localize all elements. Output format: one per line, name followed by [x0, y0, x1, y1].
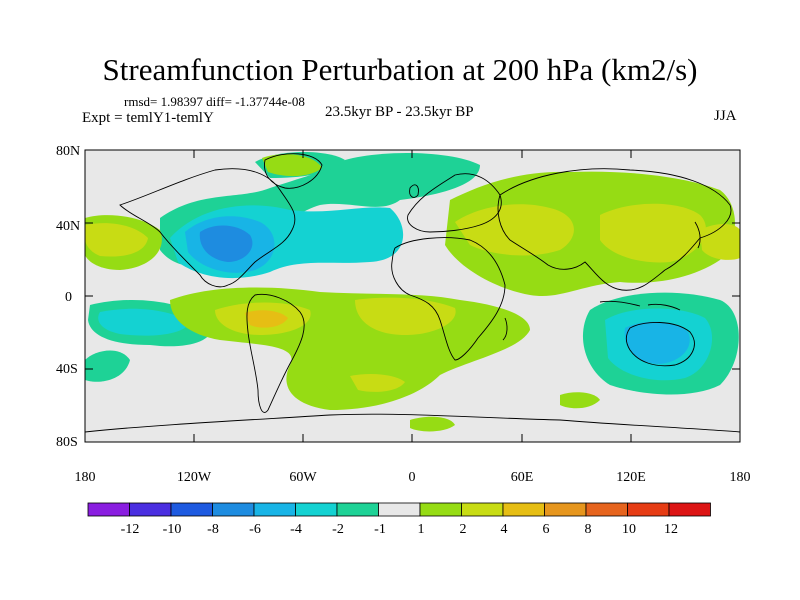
coastline-antarctica [85, 413, 740, 433]
contour-eurasia-positive [445, 171, 735, 297]
coastline-africa [391, 237, 506, 361]
colorbar-label-4: 4 [501, 522, 508, 537]
contour-south-atlantic-negative [85, 350, 130, 382]
contour-mediterranean-positive [455, 204, 574, 256]
colorbar-label-10: 10 [622, 522, 636, 537]
colorbar-box [212, 502, 255, 517]
lon-label-60w: 60W [289, 470, 317, 485]
coastline-europe [407, 173, 502, 233]
coastline-australia [625, 321, 695, 367]
colorbar-box [668, 502, 711, 517]
colorbar-label-n4: -4 [290, 522, 302, 537]
contour-arctic-positive [262, 154, 322, 177]
colorbar-label-n12: -12 [121, 522, 140, 537]
colorbar-label-n10: -10 [163, 522, 182, 537]
colorbar-box [253, 502, 296, 517]
colorbar-label-1: 1 [418, 522, 425, 537]
colorbar-box [544, 502, 587, 517]
coastline-asia [497, 168, 732, 291]
colorbar-box [129, 502, 172, 517]
contour-south-pacific-core [98, 308, 190, 336]
contour-east-pacific-positive [700, 224, 740, 260]
coastline-south-america [246, 293, 305, 413]
lat-label-0: 0 [65, 290, 72, 305]
colorbar-label-6: 6 [543, 522, 550, 537]
colorbar-box [627, 502, 670, 517]
coastline-uk [409, 184, 419, 198]
colorbar-label-2: 2 [460, 522, 467, 537]
colorbar-label-n2: -2 [332, 522, 344, 537]
coastline-madagascar [502, 317, 508, 341]
lon-label-0: 0 [409, 470, 416, 485]
coastline-japan [694, 221, 701, 249]
coastline-north-america [119, 168, 296, 288]
coastline-greenland [264, 153, 323, 189]
colorbar-box [295, 502, 338, 517]
colorbar-boxes [87, 502, 711, 517]
lon-label-180e: 180 [730, 470, 751, 485]
colorbar-label-n8: -8 [207, 522, 219, 537]
colorbar-box [336, 502, 379, 517]
plot-title: Streamfunction Perturbation at 200 hPa (… [102, 52, 698, 87]
colorbar-box [461, 502, 504, 517]
lat-label-80n: 80N [56, 144, 80, 159]
contour-north-america-center [199, 225, 253, 262]
colorbar-box [585, 502, 628, 517]
lon-label-60e: 60E [511, 470, 534, 485]
positive-anomaly-regions [85, 154, 740, 432]
colorbar-label-n1: -1 [374, 522, 386, 537]
colorbar-box [419, 502, 462, 517]
experiment-label: Expt = temlY1-temlY [82, 110, 214, 126]
coastline-indonesia [599, 300, 681, 311]
colorbar-label-n6: -6 [249, 522, 261, 537]
lon-label-180w: 180 [75, 470, 96, 485]
lon-label-120e: 120E [616, 470, 646, 485]
colorbar-box [87, 502, 130, 517]
contour-south-atlantic-core [245, 310, 288, 328]
latitude-ticks [85, 149, 740, 443]
colorbar-box [502, 502, 545, 517]
season-label: JJA [714, 108, 737, 124]
contour-east-asia-positive [600, 203, 706, 263]
lat-label-40s: 40S [56, 362, 78, 377]
rmsd-diff-label: rmsd= 1.98397 diff= -1.37744e-08 [124, 94, 305, 109]
colorbar-box [378, 502, 421, 517]
colorbar-label-12: 12 [664, 522, 678, 537]
contour-south-midlat-core [350, 374, 405, 392]
lat-label-40n: 40N [56, 219, 80, 234]
contour-indian-ocean-positive [560, 392, 600, 409]
contour-australia-center [624, 321, 690, 364]
colorbar-box [170, 502, 213, 517]
contour-antarctic-positive [410, 416, 455, 432]
lat-label-80s: 80S [56, 435, 78, 450]
coastlines [85, 153, 740, 433]
contour-west-pacific-core [85, 223, 148, 257]
period-label: 23.5kyr BP - 23.5kyr BP [325, 104, 474, 120]
contour-south-atlantic-positive [355, 297, 456, 335]
lon-label-120w: 120W [177, 470, 212, 485]
colorbar-label-8: 8 [585, 522, 592, 537]
longitude-ticks [84, 150, 741, 442]
